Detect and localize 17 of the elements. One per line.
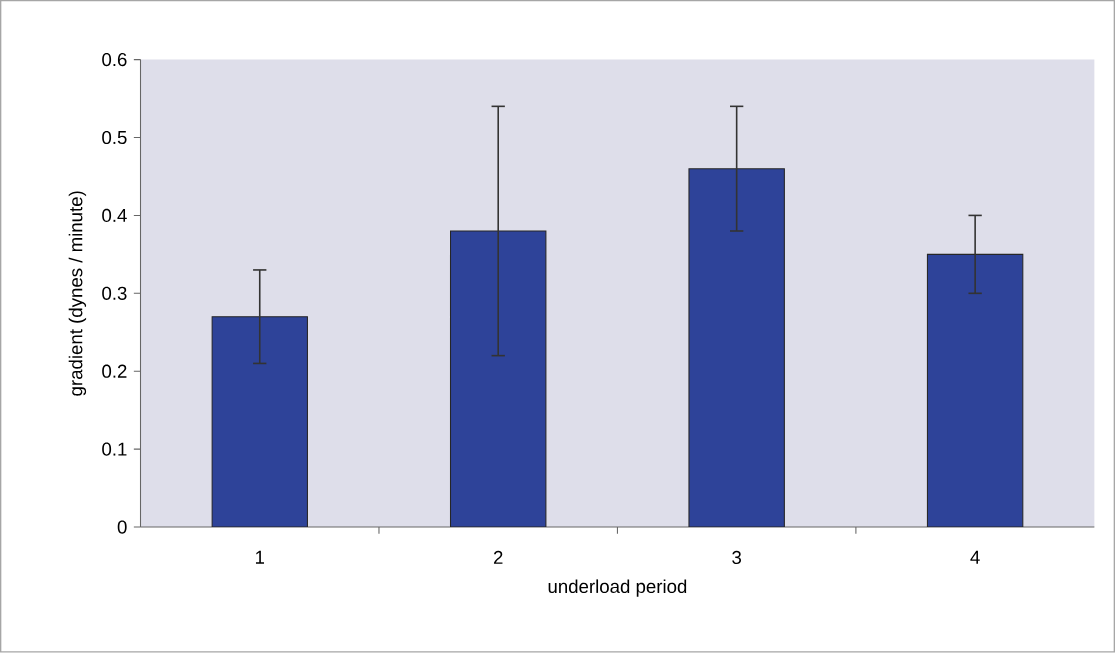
y-tick-label: 0.5: [102, 131, 127, 145]
bar: [449, 230, 547, 528]
bar: [211, 316, 308, 528]
y-tick-label: 0.1: [102, 442, 127, 456]
x-tick-label: 2: [493, 551, 503, 565]
bar: [926, 254, 1024, 528]
y-tick-label: 0.4: [102, 209, 127, 223]
bar: [688, 168, 785, 528]
y-axis-title: gradient (dynes / minute): [68, 191, 87, 396]
y-tick-label: 0.6: [102, 53, 127, 67]
x-axis-title: underload period: [548, 579, 687, 597]
y-tick-label: 0.2: [102, 364, 127, 379]
y-tick-label: 0: [117, 520, 127, 534]
x-tick-label: 3: [732, 551, 742, 565]
x-tick-label: 4: [970, 551, 980, 564]
y-tick-label: 0.3: [102, 286, 127, 301]
x-tick-label: 1: [255, 551, 265, 564]
